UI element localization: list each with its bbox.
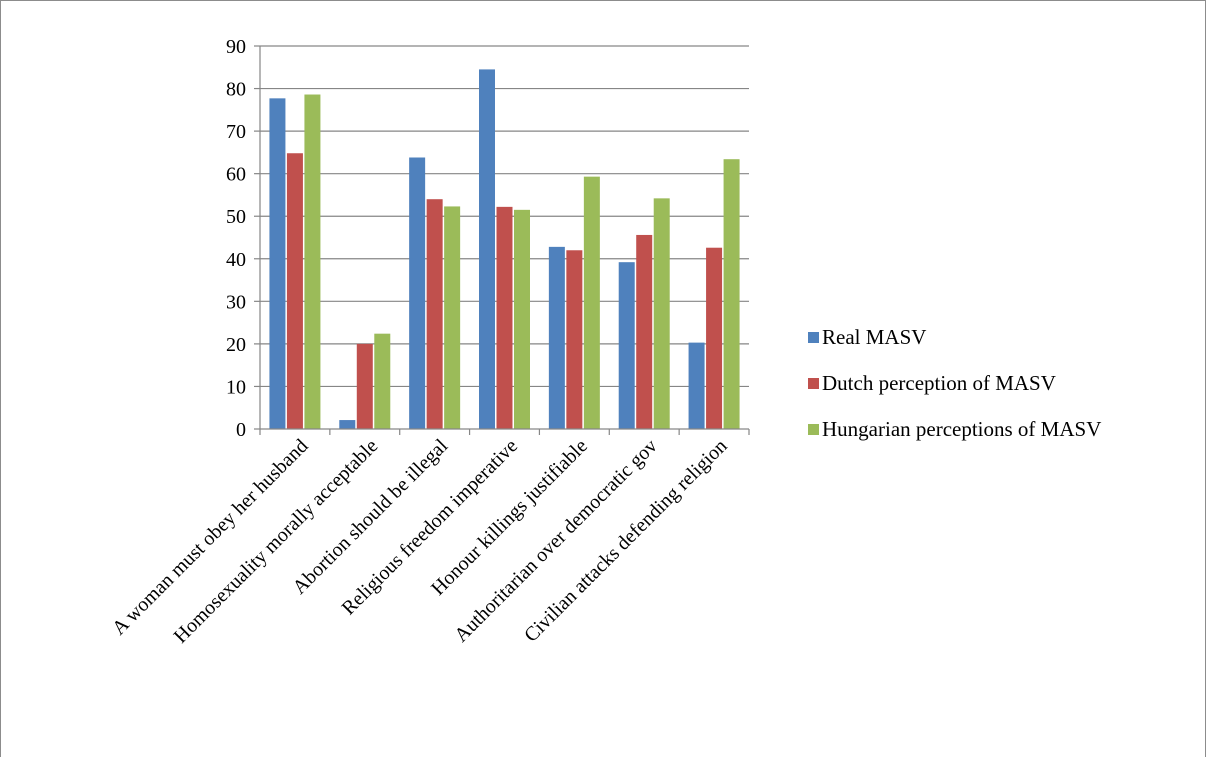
y-tick-label: 0 — [236, 419, 246, 441]
legend-label: Hungarian perceptions of MASV — [822, 417, 1101, 441]
y-tick-label: 70 — [226, 121, 246, 143]
bar-3-5 — [583, 176, 600, 429]
y-tick-label: 60 — [226, 164, 246, 186]
legend-label: Dutch perception of MASV — [822, 371, 1056, 395]
bar-3-7 — [723, 159, 740, 429]
bar-3-1 — [304, 94, 321, 429]
bar-2-6 — [636, 234, 653, 429]
y-tick-label: 90 — [226, 36, 246, 58]
bar-1-3 — [409, 157, 426, 430]
legend-swatch — [808, 378, 819, 389]
y-tick-label: 50 — [226, 206, 246, 228]
y-tick-label: 20 — [226, 334, 246, 356]
bar-3-2 — [374, 333, 391, 429]
axes — [259, 46, 750, 435]
bar-2-4 — [496, 206, 513, 429]
legend-label: Real MASV — [822, 325, 926, 349]
bar-2-3 — [426, 199, 443, 429]
bar-2-7 — [706, 247, 723, 429]
bar-1-2 — [339, 420, 356, 429]
bar-2-5 — [566, 250, 583, 429]
legend-swatch — [808, 424, 819, 435]
legend-swatch — [808, 332, 819, 343]
y-tick-label: 40 — [226, 249, 246, 271]
y-tick-label: 10 — [226, 376, 246, 398]
bar-3-3 — [444, 206, 461, 429]
bar-1-4 — [479, 69, 495, 430]
bar-1-1 — [269, 98, 286, 430]
bar-1-7 — [688, 342, 705, 429]
bar-2-1 — [286, 153, 303, 430]
legend: Real MASV Dutch perception of MASV Hungari… — [808, 325, 1101, 441]
bar-3-6 — [653, 198, 670, 429]
bars — [269, 69, 740, 430]
bar-1-6 — [618, 262, 635, 429]
bar-1-5 — [548, 246, 565, 429]
x-axis-labels: A woman must obey her husbandHomosexuali… — [108, 435, 732, 648]
y-tick-label: 30 — [226, 291, 246, 313]
bar-2-2 — [356, 343, 373, 429]
bar-3-4 — [514, 209, 530, 429]
y-tick-label: 80 — [226, 79, 246, 101]
y-axis-ticks: 0 10 20 30 40 50 60 70 80 90 — [226, 36, 260, 441]
